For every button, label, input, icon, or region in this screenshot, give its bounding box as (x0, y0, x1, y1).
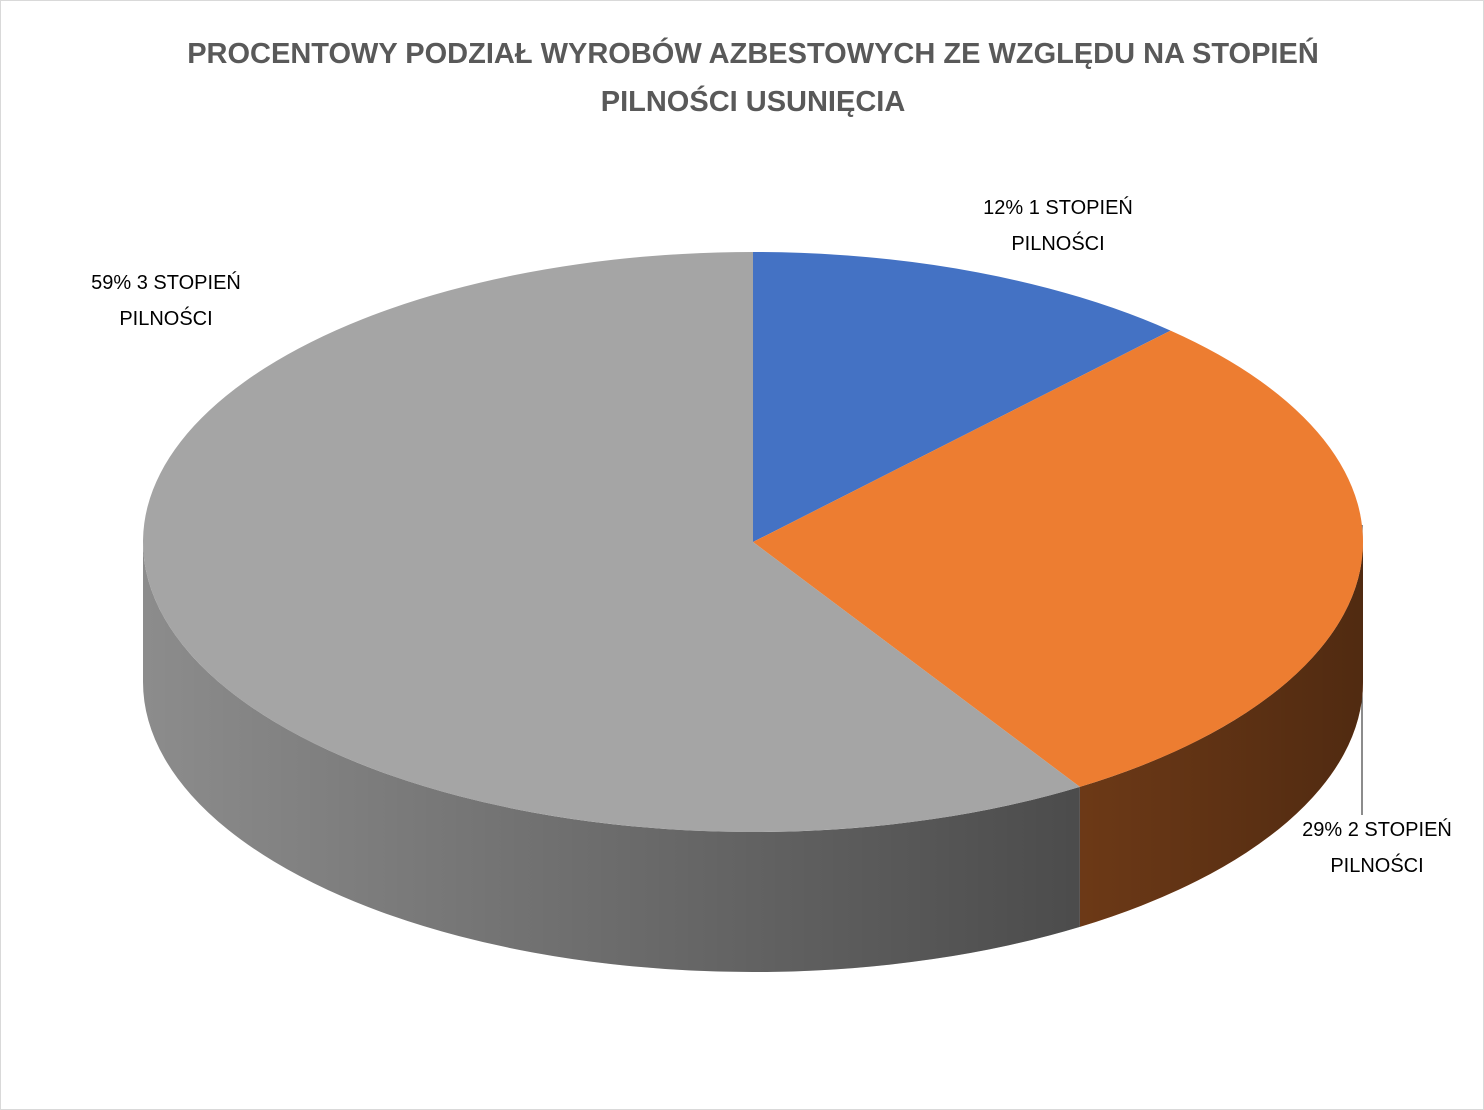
data-label: 59% 3 STOPIEŃ PILNOŚCI (71, 265, 261, 337)
chart-title: PROCENTOWY PODZIAŁ WYROBÓW AZBESTOWYCH Z… (187, 38, 1319, 118)
value-label: 29% (1302, 819, 1343, 841)
category-label: 3 STOPIEŃ PILNOŚCI (119, 272, 241, 330)
category-label: 2 STOPIEŃ PILNOŚCI (1330, 819, 1452, 877)
value-label: 12% (983, 197, 1024, 219)
value-label: 59% (91, 272, 132, 294)
slice (753, 252, 1171, 542)
slice-side-shade (143, 542, 1080, 972)
slice (143, 252, 1080, 832)
category-label: 1 STOPIEŃ PILNOŚCI (1011, 197, 1133, 255)
slice-side-shade (1079, 542, 1363, 927)
data-label: 29% 2 STOPIEŃ PILNOŚCI (1282, 812, 1472, 884)
data-label: 12% 1 STOPIEŃ PILNOŚCI (963, 190, 1153, 262)
slice (753, 330, 1364, 787)
